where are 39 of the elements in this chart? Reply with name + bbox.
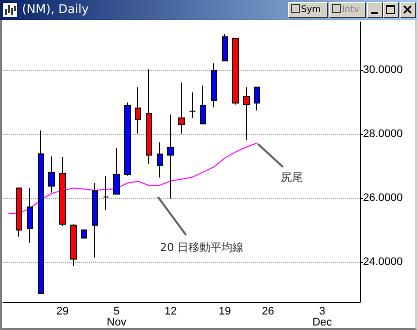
x-tick-label: 29 [56, 306, 69, 318]
candlestick [189, 92, 196, 118]
candlestick [243, 86, 250, 140]
text: Intv [342, 5, 360, 15]
text: Sym [301, 5, 321, 15]
annotation: 尻尾 [281, 170, 303, 185]
x-tick-label: 12 [164, 306, 177, 318]
candlestick [146, 68, 152, 164]
candlestick [38, 130, 44, 294]
candlestick [200, 85, 206, 125]
x-tick-label: 26 [262, 306, 274, 318]
candlestick [167, 114, 174, 200]
annotation: 20 日移動平均線 [160, 240, 244, 255]
y-tick-label: 28.0000 [363, 128, 403, 140]
candlestick [157, 142, 163, 178]
candlestick [103, 176, 109, 211]
y-tick-label: 26.0000 [363, 192, 403, 204]
chart-title: (NM), Daily [22, 2, 89, 16]
candlestick [232, 38, 239, 106]
candlestick [81, 230, 87, 240]
line-series [8, 142, 258, 214]
candlestick [16, 188, 22, 238]
candlestick [113, 148, 120, 195]
candlestick [70, 224, 77, 266]
candlestick [59, 156, 66, 227]
candlestick [124, 102, 131, 176]
candlestick [254, 86, 260, 111]
candlestick [178, 82, 185, 134]
x-tick-label: 3 Dec [312, 306, 332, 328]
x-tick-label: 5 Nov [106, 306, 127, 328]
x-tick-label: 19 [218, 306, 231, 318]
y-tick-label: 30.0000 [363, 64, 403, 76]
candlestick [135, 86, 141, 134]
candlestick [27, 188, 33, 244]
candlestick [211, 62, 217, 108]
candlestick [92, 182, 98, 258]
candlestick [48, 156, 55, 194]
y-tick-label: 24.0000 [363, 256, 403, 268]
candlestick [222, 34, 228, 62]
